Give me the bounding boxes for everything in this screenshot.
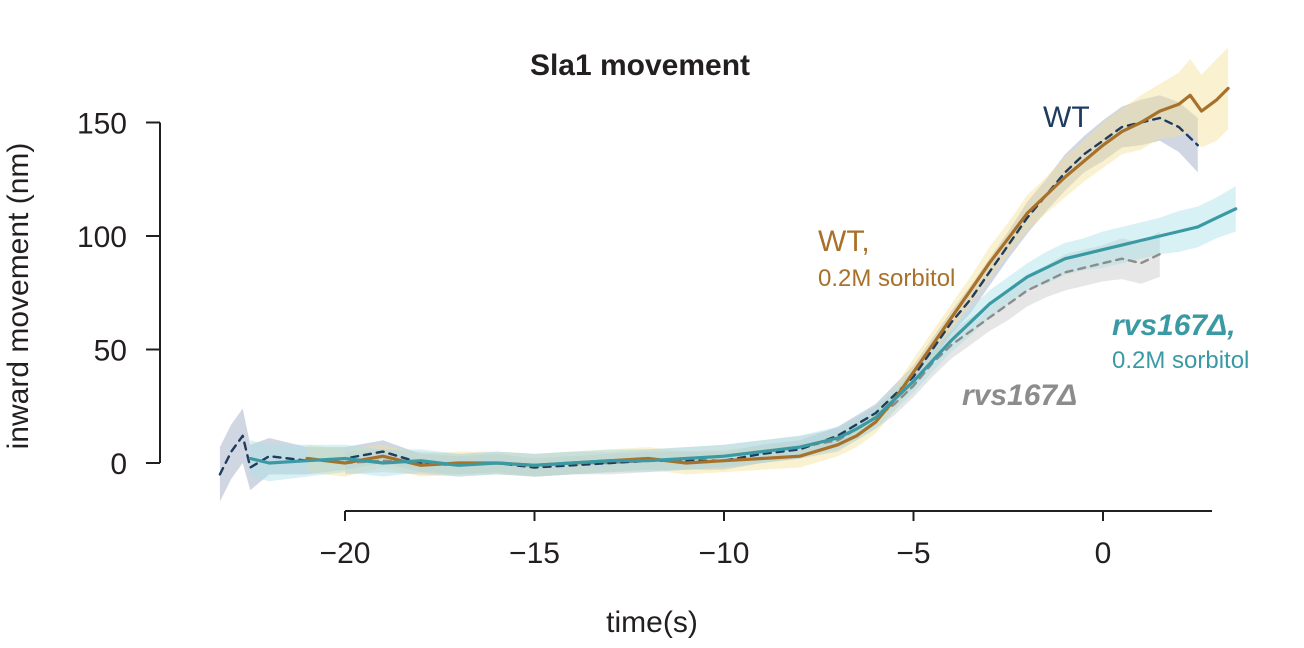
series-label-rvs-sorbitol: rvs167Δ, (1112, 309, 1236, 342)
series-label-wt: WT (1043, 101, 1090, 134)
x-tick-label: 0 (1095, 537, 1112, 570)
y-tick-label: 100 (77, 221, 127, 254)
y-tick-label: 50 (94, 335, 127, 368)
y-axis: 0 50 100 150 (77, 108, 161, 481)
confidence-band-wt (219, 95, 1198, 502)
y-axis-title: inward movement (nm) (2, 143, 35, 450)
series-sublabel-wt-sorbitol: 0.2M sorbitol (818, 265, 955, 292)
x-axis-title: time(s) (606, 606, 698, 639)
plot-area (218, 47, 1238, 502)
x-tick-label: −5 (896, 537, 930, 570)
y-tick-label: 150 (77, 108, 127, 141)
series-line-wt (218, 116, 1200, 476)
chart-title: Sla1 movement (530, 49, 750, 82)
series-label-rvs: rvs167Δ (962, 379, 1077, 412)
series-sublabel-rvs-sorbitol: 0.2M sorbitol (1112, 347, 1249, 374)
x-axis: −20 −15 −10 −5 0 (320, 510, 1212, 570)
series-line-rvs167 (343, 252, 1162, 467)
confidence-band-rvs167-sorbitol (250, 186, 1236, 482)
y-tick-label: 0 (110, 448, 127, 481)
x-tick-label: −20 (320, 537, 371, 570)
series-line-rvs167-sorbitol (248, 207, 1238, 467)
series-label-wt-sorbitol: WT, (818, 225, 870, 258)
x-tick-label: −10 (699, 537, 750, 570)
x-tick-label: −15 (509, 537, 560, 570)
